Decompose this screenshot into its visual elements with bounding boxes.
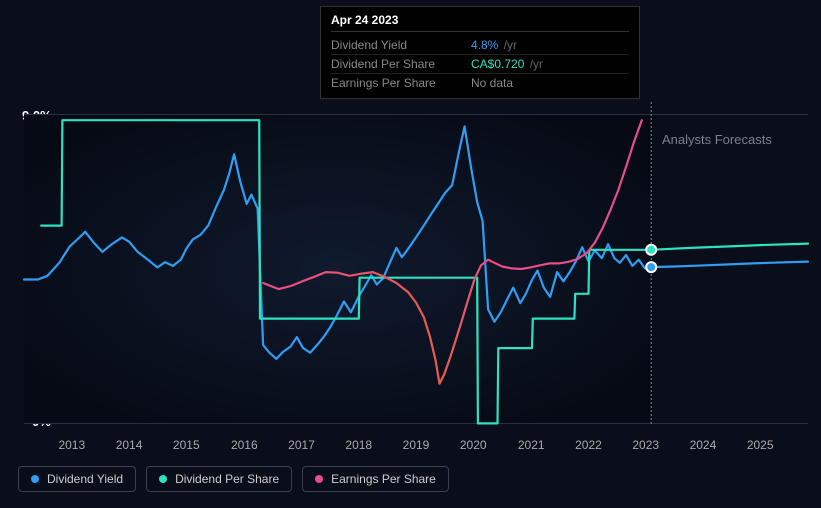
x-axis-tick: 2018 bbox=[345, 438, 372, 452]
legend-item-label: Earnings Per Share bbox=[331, 472, 436, 486]
series-end-dot bbox=[646, 245, 656, 255]
legend-item-dividend-yield[interactable]: Dividend Yield bbox=[18, 466, 136, 492]
hover-tooltip: Apr 24 2023 Dividend Yield4.8% /yrDivide… bbox=[320, 6, 640, 99]
x-axis-tick: 2015 bbox=[173, 438, 200, 452]
series-end-dot bbox=[646, 262, 656, 272]
x-axis-tick: 2016 bbox=[231, 438, 258, 452]
dividend-chart: 9.0% 0% Past Analysts Forecasts 20132014… bbox=[0, 0, 821, 508]
tooltip-row-label: Earnings Per Share bbox=[331, 76, 471, 90]
legend-dot-icon bbox=[159, 475, 167, 483]
x-axis-tick: 2022 bbox=[575, 438, 602, 452]
tooltip-row: Earnings Per ShareNo data bbox=[331, 74, 629, 92]
tooltip-row-value: CA$0.720 /yr bbox=[471, 57, 629, 71]
tooltip-row-label: Dividend Per Share bbox=[331, 57, 471, 71]
tooltip-row-value: No data bbox=[471, 76, 629, 90]
tooltip-date: Apr 24 2023 bbox=[331, 13, 629, 32]
legend-item-label: Dividend Per Share bbox=[175, 472, 279, 486]
x-axis-tick: 2019 bbox=[403, 438, 430, 452]
legend-item-earnings-per-share[interactable]: Earnings Per Share bbox=[302, 466, 449, 492]
x-axis-tick: 2014 bbox=[116, 438, 143, 452]
x-axis-tick: 2025 bbox=[747, 438, 774, 452]
legend-item-label: Dividend Yield bbox=[47, 472, 123, 486]
x-axis-tick: 2017 bbox=[288, 438, 315, 452]
x-axis-tick: 2013 bbox=[58, 438, 85, 452]
x-axis-tick: 2021 bbox=[518, 438, 545, 452]
tooltip-row: Dividend Yield4.8% /yr bbox=[331, 36, 629, 55]
tooltip-row-unit: /yr bbox=[526, 57, 543, 71]
legend-dot-icon bbox=[31, 475, 39, 483]
legend-dot-icon bbox=[315, 475, 323, 483]
x-axis-tick: 2023 bbox=[632, 438, 659, 452]
x-axis-tick: 2020 bbox=[460, 438, 487, 452]
chart-legend: Dividend Yield Dividend Per Share Earnings… bbox=[18, 466, 449, 492]
tooltip-row-unit: /yr bbox=[500, 38, 517, 52]
tooltip-row: Dividend Per ShareCA$0.720 /yr bbox=[331, 55, 629, 74]
plot-area[interactable] bbox=[24, 114, 808, 424]
legend-item-dividend-per-share[interactable]: Dividend Per Share bbox=[146, 466, 292, 492]
x-axis-tick: 2024 bbox=[690, 438, 717, 452]
tooltip-row-value: 4.8% /yr bbox=[471, 38, 629, 52]
tooltip-row-label: Dividend Yield bbox=[331, 38, 471, 52]
